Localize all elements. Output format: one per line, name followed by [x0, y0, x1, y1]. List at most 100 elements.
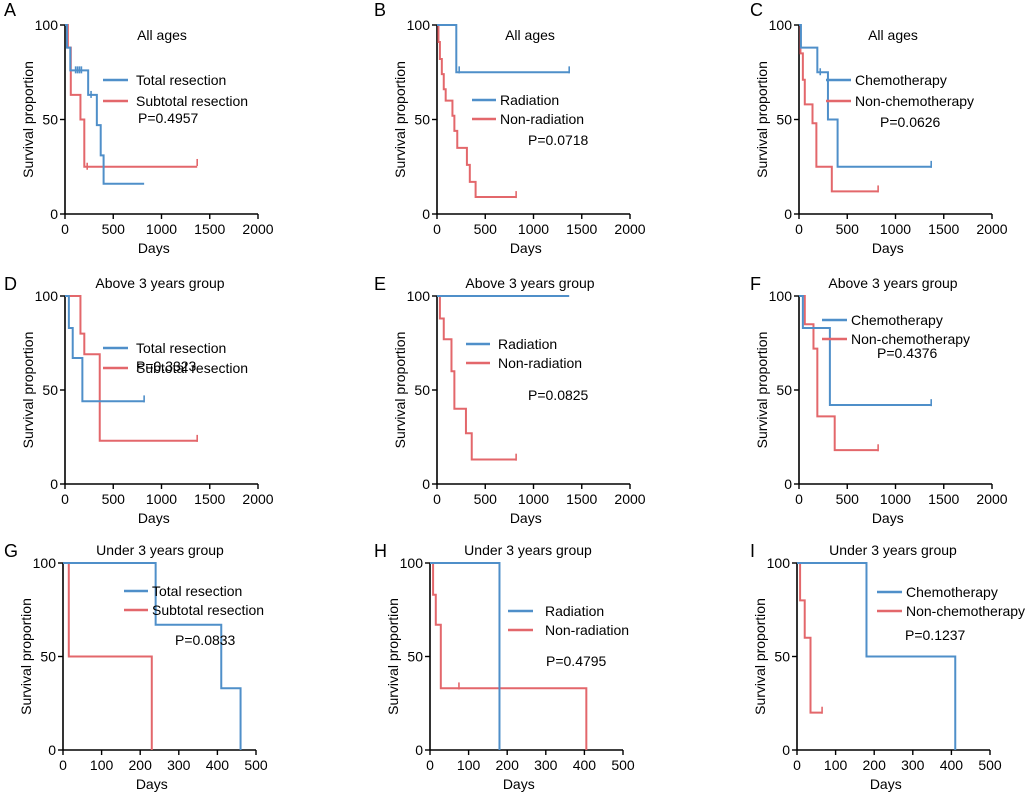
legend-label: Radiation [545, 603, 604, 619]
legend-label: Subtotal resection [136, 93, 248, 109]
panel-b: B All ages 0 500 1000 1500 2000 0 50 100 Days Survi… [374, 0, 646, 256]
p-value: P=0.4957 [138, 110, 199, 126]
x-tick-label: 0 [433, 491, 441, 507]
survival-curve-1 [797, 562, 957, 750]
panel-letter: E [374, 274, 386, 294]
x-tick-label: 2000 [614, 491, 645, 507]
panel-a: A All ages 0 500 1000 1500 2000 0 50 100 Days Survi… [4, 0, 274, 256]
survival-curve-2 [430, 562, 588, 750]
survival-curve-1 [430, 562, 501, 750]
x-axis-label: Days [870, 776, 902, 792]
survival-curve-1 [65, 295, 145, 403]
x-tick-label: 500 [102, 491, 126, 507]
panel-g: G Under 3 years group 0 100 200 300 400 500 0 50 1… [4, 541, 268, 792]
x-tick-label: 2000 [976, 491, 1007, 507]
y-tick-label: 100 [769, 288, 793, 304]
legend-label: Radiation [498, 336, 557, 352]
chart-title: All ages [505, 27, 555, 43]
panel-h: H Under 3 years group 0 100 200 300 400 500 0 50 1… [374, 541, 635, 792]
legend-label: Chemotherapy [855, 72, 947, 88]
legend-label: Non-radiation [500, 111, 584, 127]
x-tick-label: 2000 [242, 491, 273, 507]
survival-curve-1 [799, 295, 932, 407]
survival-curve-2 [797, 562, 823, 714]
x-tick-label: 500 [474, 491, 498, 507]
y-axis-label: Survival proportion [385, 598, 401, 715]
x-tick-label: 1000 [518, 491, 549, 507]
x-tick-label: 500 [102, 221, 126, 237]
survival-curve-1 [63, 562, 242, 750]
x-axis-label: Days [138, 510, 170, 526]
x-tick-label: 500 [836, 221, 860, 237]
y-axis-label: Survival proportion [754, 332, 770, 449]
x-tick-label: 1500 [928, 491, 959, 507]
panel-letter: I [750, 541, 755, 561]
p-value: P=0.4795 [546, 653, 607, 669]
chart-title: Above 3 years group [95, 275, 224, 291]
y-tick-label: 0 [784, 476, 792, 492]
x-axis-label: Days [503, 776, 535, 792]
x-tick-label: 2000 [242, 221, 273, 237]
panel-e: E Above 3 years group 0 500 1000 1500 2000 0 50 1… [374, 274, 646, 526]
p-value: P=0.1237 [905, 627, 966, 643]
legend-label: Non-chemotherapy [851, 331, 970, 347]
y-tick-label: 0 [50, 206, 58, 222]
legend-label: Subtotal resection [152, 602, 264, 618]
y-tick-label: 100 [35, 17, 59, 33]
y-axis-label: Survival proportion [392, 332, 408, 449]
x-axis-label: Days [138, 240, 170, 256]
x-tick-label: 500 [244, 757, 268, 773]
x-tick-label: 0 [793, 757, 801, 773]
legend-label: Non-radiation [498, 355, 582, 371]
panel-i: I Under 3 years group 0 100 200 300 400 500 0 50 1… [750, 541, 1025, 792]
x-tick-label: 1500 [194, 491, 225, 507]
x-tick-label: 2000 [976, 221, 1007, 237]
y-axis-label: Survival proportion [18, 598, 34, 715]
y-tick-label: 100 [407, 17, 431, 33]
y-tick-label: 50 [407, 649, 423, 665]
x-tick-label: 0 [61, 221, 69, 237]
x-tick-label: 1000 [880, 221, 911, 237]
y-tick-label: 0 [784, 206, 792, 222]
chart-title: Under 3 years group [464, 542, 592, 558]
x-axis-label: Days [136, 776, 168, 792]
x-tick-label: 200 [129, 757, 153, 773]
legend-label: Subtotal resection [136, 360, 248, 376]
y-tick-label: 0 [48, 742, 56, 758]
panel-d: D Above 3 years group 0 500 1000 1500 2000 0 50 1… [4, 274, 274, 526]
x-tick-label: 200 [863, 757, 887, 773]
x-tick-label: 500 [611, 757, 635, 773]
chart-title: Above 3 years group [828, 275, 957, 291]
x-tick-label: 1000 [880, 491, 911, 507]
y-tick-label: 50 [776, 382, 792, 398]
chart-title: Under 3 years group [96, 542, 224, 558]
survival-curve-2 [799, 295, 879, 452]
y-tick-label: 50 [774, 649, 790, 665]
x-tick-label: 0 [59, 757, 67, 773]
x-axis-label: Days [510, 510, 542, 526]
panel-letter: D [4, 274, 17, 294]
x-tick-label: 200 [496, 757, 520, 773]
p-value: P=0.4376 [877, 345, 938, 361]
p-value: P=0.0626 [880, 114, 941, 130]
x-tick-label: 100 [824, 757, 848, 773]
y-tick-label: 0 [422, 476, 430, 492]
p-value: P=0.3323 [136, 358, 197, 374]
y-tick-label: 50 [42, 382, 58, 398]
legend-label: Chemotherapy [851, 312, 943, 328]
y-tick-label: 100 [769, 17, 793, 33]
x-tick-label: 1000 [146, 221, 177, 237]
x-tick-label: 400 [573, 757, 597, 773]
x-tick-label: 1000 [518, 221, 549, 237]
p-value: P=0.0718 [528, 132, 589, 148]
legend-label: Non-chemotherapy [906, 603, 1025, 619]
x-axis-label: Days [872, 510, 904, 526]
panel-letter: F [750, 274, 761, 294]
survival-curve-2 [437, 24, 517, 198]
legend-label: Non-radiation [545, 622, 629, 638]
x-tick-label: 500 [836, 491, 860, 507]
y-tick-label: 50 [414, 382, 430, 398]
panel-letter: A [4, 0, 16, 20]
panel-letter: B [374, 0, 386, 20]
x-tick-label: 100 [90, 757, 114, 773]
